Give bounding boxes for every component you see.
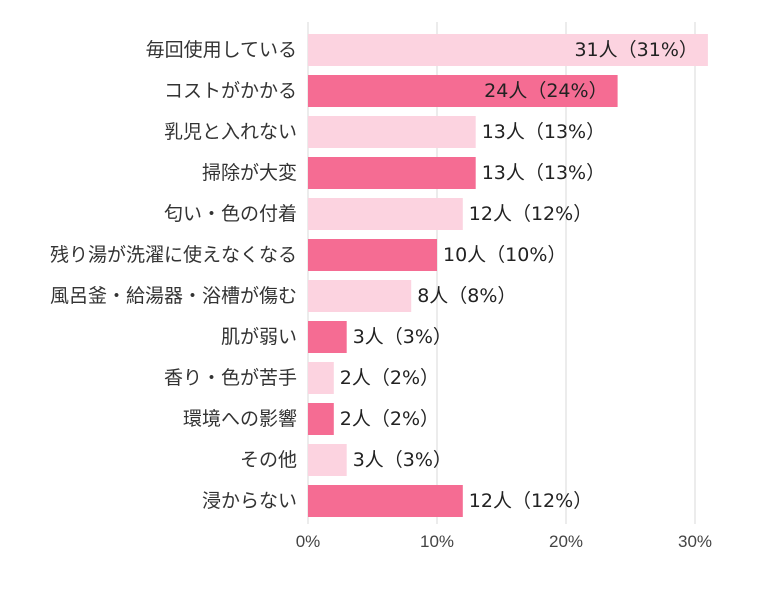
bar <box>308 362 334 394</box>
data-label: 13人（13%） <box>482 162 605 184</box>
bar <box>308 34 708 66</box>
data-label: 2人（2%） <box>340 408 439 430</box>
bar <box>308 239 437 271</box>
category-label: 匂い・色の付着 <box>164 203 297 225</box>
x-tick-label: 0% <box>296 532 321 551</box>
data-label: 8人（8%） <box>417 285 516 307</box>
data-label: 13人（13%） <box>482 121 605 143</box>
data-label: 2人（2%） <box>340 367 439 389</box>
data-label: 10人（10%） <box>443 244 566 266</box>
category-label: 掃除が大変 <box>202 162 297 184</box>
data-label: 12人（12%） <box>469 490 592 512</box>
data-label: 3人（3%） <box>353 326 452 348</box>
data-label: 12人（12%） <box>469 203 592 225</box>
bar <box>308 116 476 148</box>
category-label: 乳児と入れない <box>164 121 297 143</box>
data-label: 31人（31%） <box>574 39 697 61</box>
bar <box>308 157 476 189</box>
bar <box>308 403 334 435</box>
bar <box>308 444 347 476</box>
category-label: 毎回使用している <box>146 39 297 61</box>
bar <box>308 485 463 517</box>
category-label: 風呂釜・給湯器・浴槽が傷む <box>50 285 297 307</box>
data-label: 3人（3%） <box>353 449 452 471</box>
x-tick-label: 20% <box>549 532 583 551</box>
x-tick-label: 30% <box>678 532 712 551</box>
bar <box>308 75 618 107</box>
bar <box>308 198 463 230</box>
data-label: 24人（24%） <box>484 80 607 102</box>
x-axis-tick-labels: 0% 10% 20% 30% <box>296 532 712 551</box>
bar <box>308 321 347 353</box>
category-label: 浸からない <box>202 490 297 512</box>
category-label: 肌が弱い <box>221 326 297 348</box>
category-labels: 毎回使用しているコストがかかる乳児と入れない掃除が大変匂い・色の付着残り湯が洗濯… <box>50 39 297 512</box>
category-label: コストがかかる <box>164 80 297 102</box>
category-label: 環境への影響 <box>183 408 297 430</box>
category-label: その他 <box>240 449 297 471</box>
category-label: 香り・色が苦手 <box>164 367 297 389</box>
category-label: 残り湯が洗濯に使えなくなる <box>50 244 297 266</box>
value-labels: 31人（31%） 24人（24%） 13人（13%） 13人（13%） 12人（12%）… <box>340 39 698 512</box>
bar <box>308 280 412 312</box>
x-tick-label: 10% <box>420 532 454 551</box>
bars <box>308 34 708 517</box>
